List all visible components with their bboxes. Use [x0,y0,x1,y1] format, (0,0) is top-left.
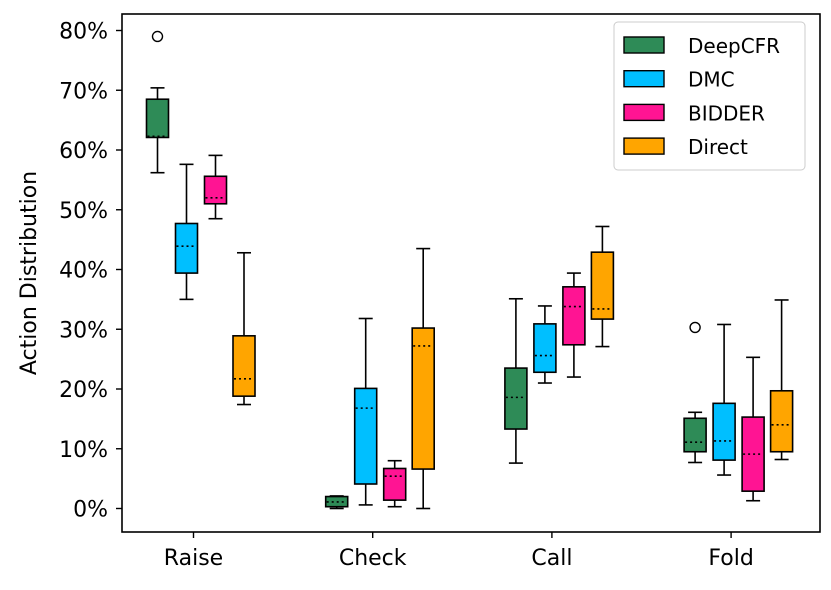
box-bidder-call [562,272,586,378]
y-tick-label: 70% [59,79,108,104]
box-iqr [769,389,794,453]
box-deepcfr-fold [683,321,707,464]
box-iqr [411,327,436,470]
box-iqr [353,387,378,485]
y-tick-label: 10% [59,438,108,463]
y-tick-label: 50% [59,199,108,224]
box-deepcfr-raise [145,30,170,174]
y-tick-label: 80% [59,20,108,45]
box-deepcfr-check [324,495,349,510]
box-dmc-raise [174,163,199,301]
box-dmc-call [533,305,557,384]
box-bidder-raise [203,154,228,220]
x-tick-label: Check [339,546,407,571]
y-axis-label: Action Distribution [17,171,42,375]
box-iqr [382,467,407,501]
x-tick-label: Raise [164,546,223,571]
box-direct-raise [232,251,256,406]
box-iqr [203,175,228,205]
y-tick-label: 0% [73,498,108,523]
legend-swatch [623,137,665,155]
box-bidder-check [382,459,407,508]
box-iqr [562,286,586,346]
x-tick-label: Fold [708,546,753,571]
legend-label: DMC [688,68,735,92]
legend-swatch [623,36,665,54]
plot-frame [121,13,821,533]
box-dmc-fold [712,323,736,476]
x-axis: Raise Check Call Fold [164,532,754,571]
box-bidder-fold [741,356,765,502]
legend-label: DeepCFR [688,34,780,58]
box-iqr [145,98,170,139]
box-iqr [533,323,557,374]
y-tick-label: 30% [59,318,108,343]
legend-swatch [623,69,665,88]
legend-label: Direct [688,135,748,159]
box-iqr [712,402,736,461]
legend-label: BIDDER [688,101,765,125]
box-iqr [683,417,707,453]
box-iqr [174,222,199,274]
legend: DeepCFR DMC BIDDER Direct [613,21,806,171]
box-deepcfr-call [504,297,528,464]
y-axis: 0% 10% 20% 30% 40% 50% 60% 70% 80% [59,20,122,523]
y-tick-label: 40% [59,259,108,284]
box-direct-fold [769,299,794,461]
box-iqr [590,251,615,320]
outlier-point [151,30,164,43]
box-direct-check [411,247,436,510]
legend-swatch [623,103,665,122]
x-tick-label: Call [531,546,572,571]
box-iqr [232,335,256,397]
box-dmc-check [353,317,378,506]
box-iqr [504,367,528,430]
y-tick-label: 20% [59,378,108,403]
box-direct-call [590,225,615,348]
boxes-layer [145,30,794,510]
y-tick-label: 60% [59,139,108,164]
outlier-point [689,321,701,334]
legend-frame [613,21,806,171]
